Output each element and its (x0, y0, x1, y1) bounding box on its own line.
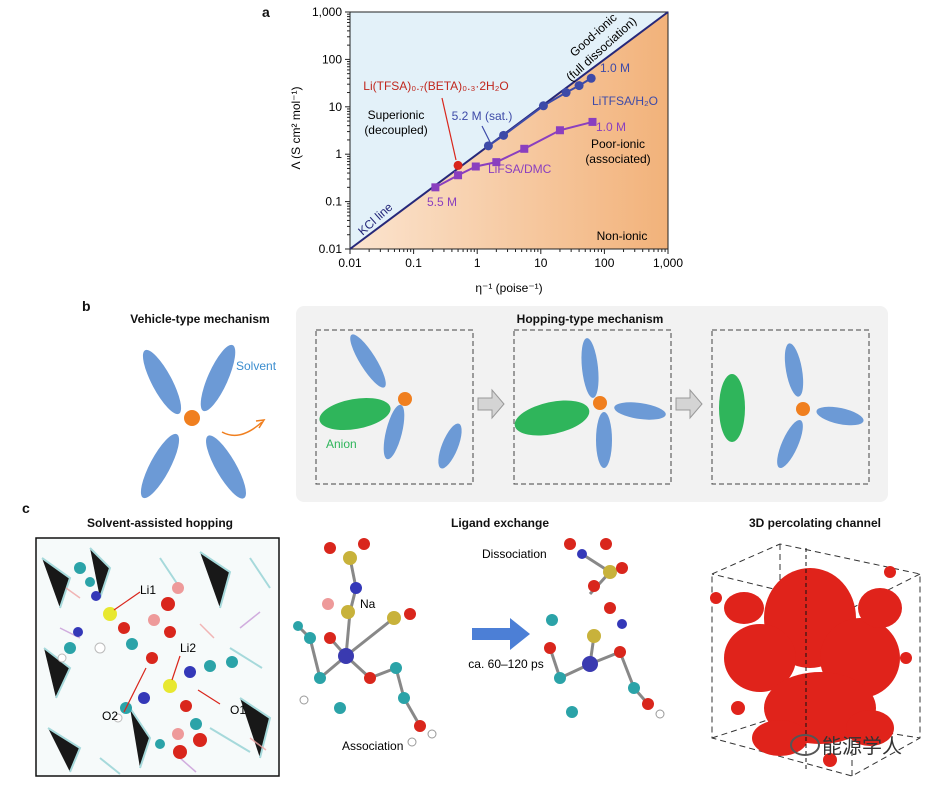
solvent-label: Solvent (236, 359, 277, 373)
vehicle-mechanism-title: Vehicle-type mechanism (130, 312, 270, 326)
data-point-circle (586, 73, 596, 83)
x-tick-label: 10 (534, 256, 548, 270)
label-o2: O2 (102, 709, 118, 723)
molecule-before (293, 538, 437, 747)
vehicle-complex (140, 344, 266, 499)
x-axis-label: η⁻¹ (poise⁻¹) (475, 281, 542, 295)
annotation-litfsa: LiTFSA/H₂O (592, 94, 658, 108)
annotation-1m-litfsa: 1.0 M (600, 61, 630, 75)
label-li1: Li1 (140, 583, 156, 597)
data-point-square (431, 183, 440, 192)
label-time: ca. 60–120 ps (468, 657, 543, 671)
label-li2: Li2 (180, 641, 196, 655)
annotation-associated: (associated) (585, 152, 650, 166)
data-point-square (471, 162, 480, 171)
watermark-text: 能源学人 (822, 736, 902, 758)
annotation-1m-lifsa: 1.0 M (596, 120, 626, 134)
annotation-sat: 5.2 M (sat.) (452, 109, 513, 123)
annotation-5-5m: 5.5 M (427, 195, 457, 209)
data-point-square (492, 158, 501, 167)
hopping-frame-3 (711, 329, 870, 485)
anion-label: Anion (326, 437, 357, 451)
x-tick-label: 100 (594, 256, 614, 270)
y-tick-label: 100 (322, 52, 342, 66)
data-point-circle (538, 101, 548, 111)
panel-label-a: a (262, 4, 270, 20)
x-tick-label: 0.01 (338, 256, 362, 270)
mechanism-diagram: Solvent Anion (140, 329, 870, 499)
wechat-icon (790, 734, 820, 756)
li-beta-pointer (441, 97, 457, 161)
hopping-mechanism-panel (296, 306, 888, 502)
annotation-non-ionic: Non-ionic (597, 229, 648, 243)
data-point-square (588, 117, 597, 126)
label-association: Association (342, 739, 403, 753)
plot-frame (349, 11, 669, 250)
sat-pointer (481, 125, 491, 143)
panel-label-c: c (22, 500, 30, 516)
y-tick-label: 0.1 (325, 195, 342, 209)
exchange-arrow (472, 618, 530, 650)
x-tick-label: 1,000 (653, 256, 683, 270)
annotation-superionic: Superionic (368, 108, 425, 122)
molecule-after (544, 538, 665, 719)
hopping-mechanism-title: Hopping-type mechanism (516, 312, 664, 326)
annotation-decoupled: (decoupled) (364, 123, 427, 137)
conductivity-chart: 0.010.01 0.1 0.1 1 1 10 10 100 100 1,000 1,000 Λ (… (289, 5, 683, 295)
y-axis-label: Λ (S cm² mol⁻¹) (289, 86, 303, 169)
data-point-square (520, 144, 529, 153)
y-tick-label: 0.01 (319, 242, 343, 256)
percolating-title: 3D percolating channel (748, 516, 882, 530)
y-tick-label: 1,000 (312, 5, 342, 19)
y-tick-label: 10 (329, 100, 343, 114)
data-point-square (454, 171, 463, 180)
ligand-exchange-title: Ligand exchange (450, 516, 550, 530)
annotation-li-tfsa-beta: Li(TFSA)₀.₇(BETA)₀.₃·2H₂O (363, 79, 508, 93)
x-tick-label: 0.1 (405, 256, 422, 270)
annotation-lifsa: LiFSA/DMC (488, 162, 552, 176)
label-na: Na (360, 597, 376, 611)
label-o1: O1 (230, 703, 246, 717)
hopping-frame-2 (513, 329, 672, 485)
data-point-circle (574, 81, 584, 91)
hopping-frame-1 (315, 329, 474, 485)
x-tick-label: 1 (474, 256, 481, 270)
data-point-circle (483, 141, 493, 151)
data-point-circle (499, 130, 509, 140)
panel-label-b: b (82, 298, 91, 314)
step-arrow-2 (675, 388, 703, 420)
md-snapshot (35, 537, 280, 777)
annotation-poor-ionic: Poor-ionic (591, 137, 645, 151)
data-point-circle (453, 160, 463, 170)
data-point-square (555, 126, 564, 135)
label-dissociation: Dissociation (482, 547, 547, 561)
data-point-circle (561, 88, 571, 98)
solvent-assisted-title: Solvent-assisted hopping (86, 516, 233, 530)
step-arrow-1 (477, 388, 505, 420)
y-tick-label: 1 (335, 147, 342, 161)
